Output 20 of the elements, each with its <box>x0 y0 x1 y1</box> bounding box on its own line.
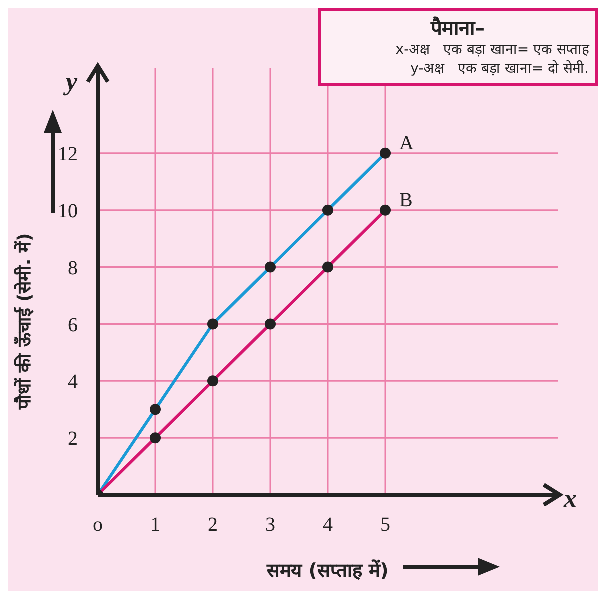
x-axis-title: समय (सप्ताह में) <box>266 559 389 582</box>
scale-note-box: पैमाना– x-अक्ष एक बड़ा खाना= एक सप्ताह y-अक्ष एक बड़ा खाना= दो सेमी. <box>318 8 598 86</box>
text: x <box>563 484 577 513</box>
series-label: B <box>400 189 413 212</box>
y-tick-label: 6 <box>68 314 78 336</box>
y-tick-label: 12 <box>58 144 78 166</box>
y-tick-label: 10 <box>58 200 78 222</box>
x-tick-label: 5 <box>380 514 390 536</box>
y-axis-title: पौधों की ऊँचाई (सेमी. में) <box>13 233 36 411</box>
y-tick-label: 2 <box>68 428 78 450</box>
x-tick-label: 2 <box>208 514 218 536</box>
y-tick-label: 4 <box>68 371 78 394</box>
x-tick-label: 3 <box>266 514 276 536</box>
x-tick-label: 4 <box>323 514 333 536</box>
x-tick-label: 1 <box>150 514 160 536</box>
y-tick-label: 8 <box>68 257 78 280</box>
text: y <box>63 67 78 96</box>
x-tick-label: o <box>93 514 103 536</box>
annotation: y-अक्ष एक बड़ा खाना= दो सेमी. <box>410 61 589 77</box>
series-label: A <box>400 132 414 154</box>
